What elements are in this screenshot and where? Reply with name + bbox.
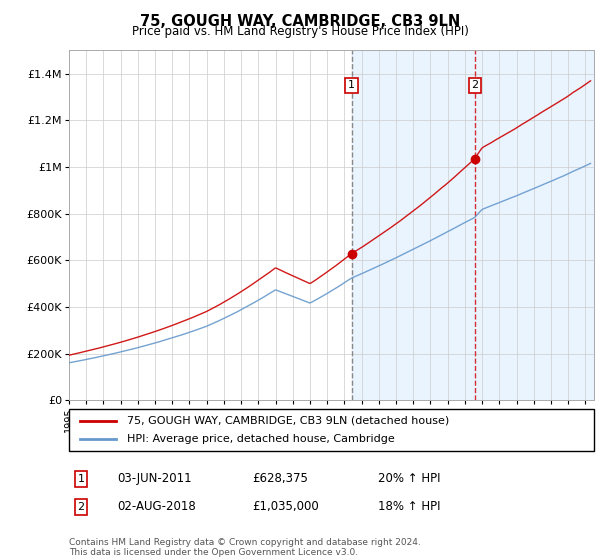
Text: Contains HM Land Registry data © Crown copyright and database right 2024.
This d: Contains HM Land Registry data © Crown c… xyxy=(69,538,421,557)
Text: 1: 1 xyxy=(77,474,85,484)
Text: 75, GOUGH WAY, CAMBRIDGE, CB3 9LN (detached house): 75, GOUGH WAY, CAMBRIDGE, CB3 9LN (detac… xyxy=(127,416,449,426)
Text: £1,035,000: £1,035,000 xyxy=(252,500,319,514)
Text: 1: 1 xyxy=(348,81,355,90)
Bar xyxy=(352,50,594,400)
Text: HPI: Average price, detached house, Cambridge: HPI: Average price, detached house, Camb… xyxy=(127,434,395,444)
FancyBboxPatch shape xyxy=(69,409,594,451)
Text: 75, GOUGH WAY, CAMBRIDGE, CB3 9LN: 75, GOUGH WAY, CAMBRIDGE, CB3 9LN xyxy=(140,14,460,29)
Text: Price paid vs. HM Land Registry's House Price Index (HPI): Price paid vs. HM Land Registry's House … xyxy=(131,25,469,38)
Text: 18% ↑ HPI: 18% ↑ HPI xyxy=(378,500,440,514)
Text: 20% ↑ HPI: 20% ↑ HPI xyxy=(378,472,440,486)
Text: 2: 2 xyxy=(472,81,478,90)
Text: 2: 2 xyxy=(77,502,85,512)
Text: 02-AUG-2018: 02-AUG-2018 xyxy=(117,500,196,514)
Text: 03-JUN-2011: 03-JUN-2011 xyxy=(117,472,191,486)
Text: £628,375: £628,375 xyxy=(252,472,308,486)
